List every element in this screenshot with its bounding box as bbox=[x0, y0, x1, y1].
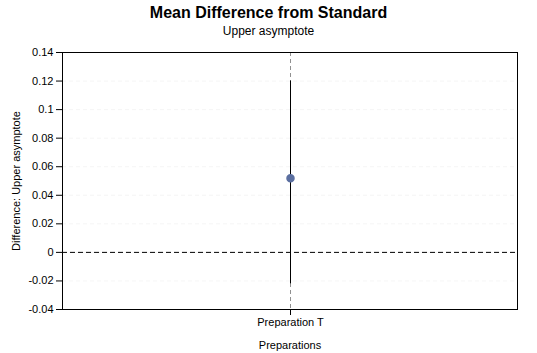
html-text:Upper asymptote: Upper asymptote bbox=[222, 24, 315, 38]
svg-text:0.04: 0.04 bbox=[32, 189, 53, 201]
html-text:Mean Difference from Standard: Mean Difference from Standard bbox=[149, 4, 388, 21]
svg-text:Preparations: Preparations bbox=[259, 339, 322, 351]
svg-text:0.06: 0.06 bbox=[32, 160, 53, 172]
svg-text:-0.04: -0.04 bbox=[28, 303, 53, 315]
svg-text:0.08: 0.08 bbox=[32, 132, 53, 144]
svg-text:Difference: Upper asymptote: Difference: Upper asymptote bbox=[10, 111, 22, 251]
svg-text:0.14: 0.14 bbox=[32, 46, 53, 58]
svg-text:0.12: 0.12 bbox=[32, 75, 53, 87]
svg-text:0: 0 bbox=[47, 246, 53, 258]
svg-text:0.02: 0.02 bbox=[32, 217, 53, 229]
svg-text:Preparation T: Preparation T bbox=[257, 316, 324, 328]
svg-text:0.1: 0.1 bbox=[38, 103, 53, 115]
svg-text:-0.02: -0.02 bbox=[28, 274, 53, 286]
